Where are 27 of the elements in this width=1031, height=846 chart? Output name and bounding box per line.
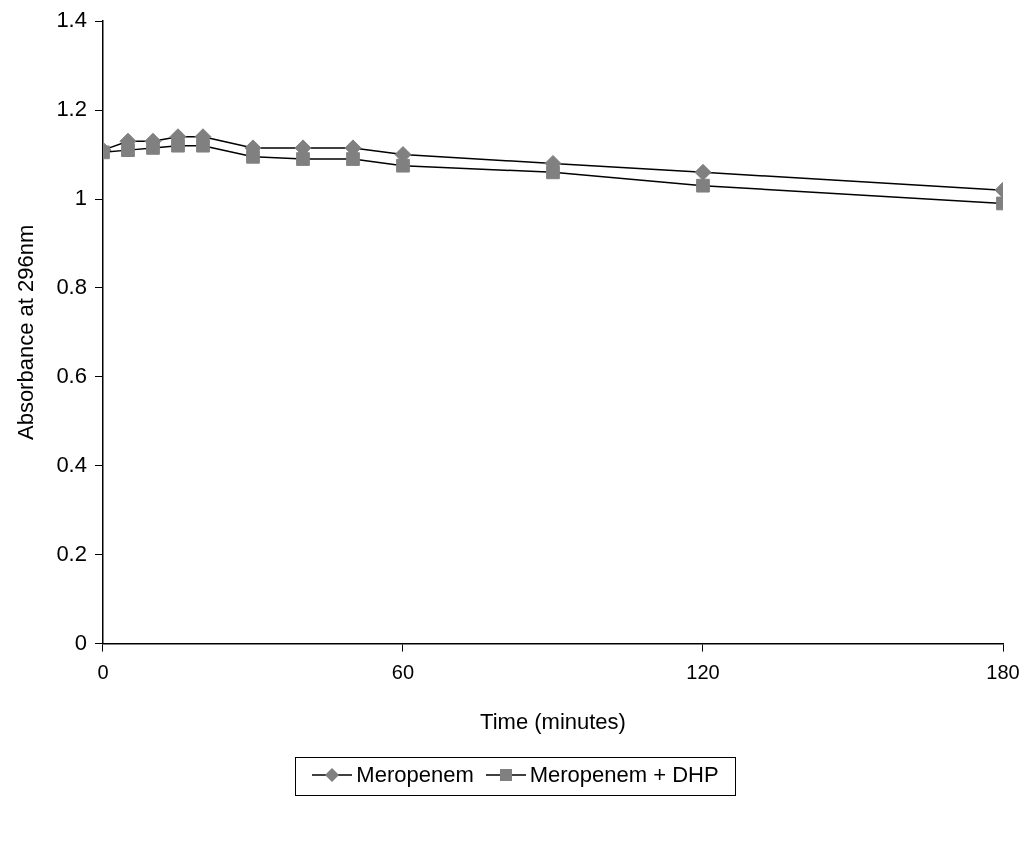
- y-tick-label: 0.4: [56, 451, 87, 477]
- y-axis-title: Absorbance at 296nm: [13, 224, 39, 441]
- point: [171, 138, 185, 153]
- x-tick-label: 60: [391, 661, 415, 684]
- point: [396, 158, 410, 173]
- y-tick-label: 0.6: [56, 362, 87, 388]
- point: [696, 178, 710, 193]
- point: [121, 143, 135, 157]
- x-tick-label: 120: [686, 661, 720, 684]
- y-tick-label: 1.4: [56, 7, 87, 33]
- point: [196, 138, 210, 153]
- y-tick-label: 1: [74, 185, 87, 211]
- point: [296, 152, 310, 166]
- y-tick-label: 0.2: [56, 540, 87, 566]
- x-axis-title: Time (minutes): [480, 708, 626, 734]
- point: [346, 152, 360, 166]
- x-tick-label: 0: [97, 661, 109, 684]
- point: [694, 163, 712, 181]
- point: [246, 149, 260, 164]
- legend-label: Meropenem: [356, 762, 474, 788]
- legend-label: Meropenem + DHP: [529, 762, 719, 788]
- x-tick-label: 180: [986, 661, 1020, 684]
- point: [546, 165, 560, 180]
- y-tick-label: 0.8: [56, 274, 87, 300]
- point: [146, 141, 160, 155]
- y-tick-label: 1.2: [56, 96, 87, 122]
- y-tick-label: 0: [74, 629, 87, 655]
